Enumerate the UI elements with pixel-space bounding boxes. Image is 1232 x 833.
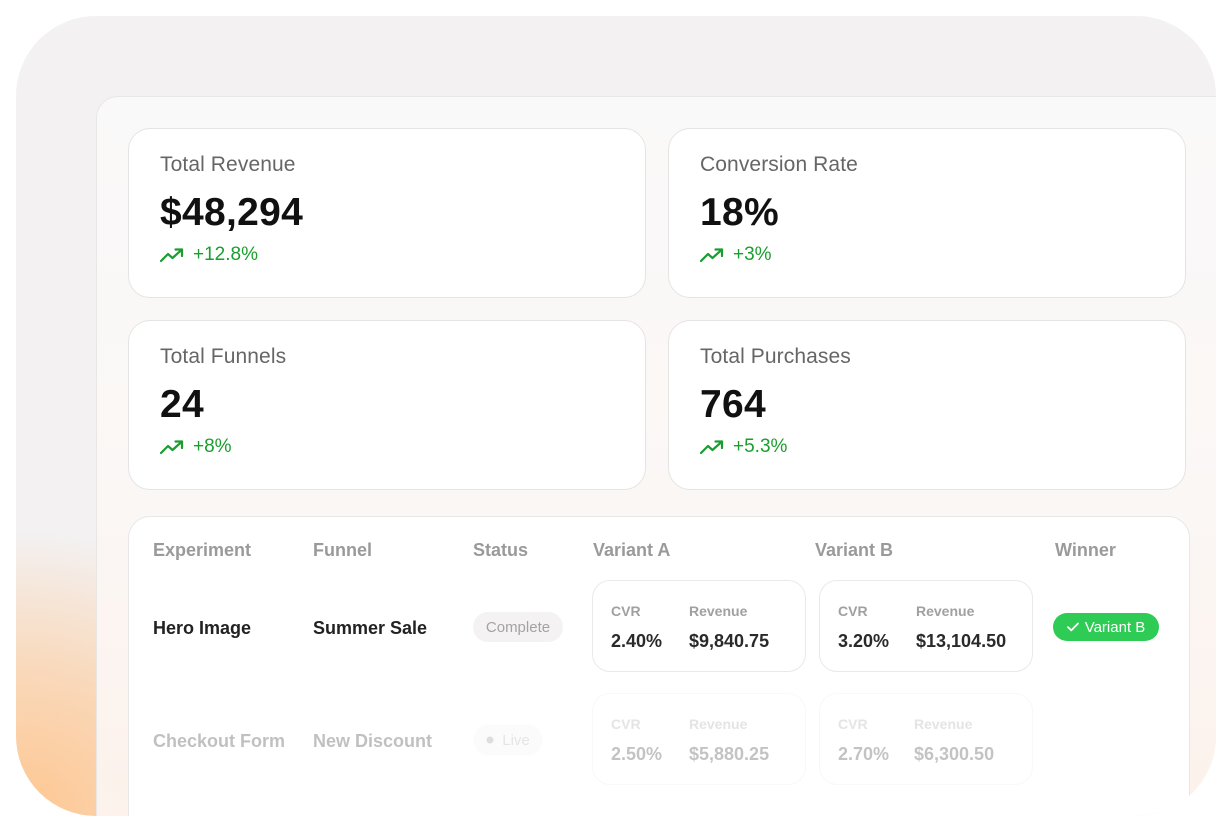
trending-up-icon	[160, 248, 184, 263]
experiment-name: Hero Image	[153, 618, 252, 638]
column-header-experiment[interactable]: Experiment	[153, 540, 252, 560]
stat-change-value: +3%	[733, 244, 772, 265]
stat-card-total-purchases: Total Purchases 764 +5.3%	[668, 320, 1186, 490]
column-header-winner[interactable]: Winner	[1055, 540, 1116, 560]
status-badge-label: Live	[502, 731, 530, 749]
column-header-variant-a[interactable]: Variant A	[593, 540, 671, 560]
revenue-label: Revenue	[689, 716, 748, 732]
stat-card-total-revenue: Total Revenue $48,294 +12.8%	[128, 128, 646, 298]
variant-b-metrics: CVR Revenue 2.70% $6,300.50	[819, 693, 1033, 785]
revenue-value: $6,300.50	[914, 744, 995, 764]
stat-label: Total Revenue	[160, 153, 296, 176]
revenue-label: Revenue	[689, 603, 748, 619]
experiments-table: Experiment Funnel Status Variant A Varia…	[128, 516, 1190, 816]
variant-a-metrics: CVR Revenue 2.50% $5,880.25	[592, 693, 806, 785]
stat-label: Total Purchases	[700, 345, 851, 368]
status-badge-label: Complete	[485, 618, 551, 636]
winner-badge: Variant B	[1053, 613, 1159, 641]
cvr-label: CVR	[611, 603, 641, 619]
revenue-label: Revenue	[914, 716, 973, 732]
column-header-status[interactable]: Status	[473, 540, 529, 560]
stat-label: Conversion Rate	[700, 153, 858, 176]
column-header-variant-b[interactable]: Variant B	[815, 540, 894, 560]
winner-label: Variant B	[1084, 618, 1146, 636]
check-icon	[1066, 622, 1079, 632]
cvr-label: CVR	[611, 716, 641, 732]
cvr-label: CVR	[838, 716, 868, 732]
revenue-value: $13,104.50	[916, 631, 1007, 651]
stat-value: $48,294	[160, 191, 304, 234]
stat-change: +5.3%	[700, 436, 1154, 458]
status-badge: Live	[473, 725, 543, 755]
variant-a-metrics: CVR Revenue 2.40% $9,840.75	[592, 580, 806, 672]
stat-change-value: +8%	[193, 436, 232, 457]
revenue-value: $5,880.25	[689, 744, 770, 764]
cvr-label: CVR	[838, 603, 868, 619]
stat-change: +8%	[160, 436, 614, 458]
stat-change: +3%	[700, 244, 1154, 266]
revenue-label: Revenue	[916, 603, 975, 619]
stat-change-value: +12.8%	[193, 244, 258, 265]
trending-up-icon	[160, 440, 184, 455]
stat-value: 18%	[700, 191, 779, 234]
stat-label: Total Funnels	[160, 345, 287, 368]
stat-value: 24	[160, 383, 204, 426]
status-badge: Complete	[473, 612, 563, 642]
column-header-funnel[interactable]: Funnel	[313, 540, 372, 560]
cvr-value: 2.40%	[611, 631, 663, 651]
stat-card-conversion-rate: Conversion Rate 18% +3%	[668, 128, 1186, 298]
stat-change: +12.8%	[160, 244, 614, 266]
trending-up-icon	[700, 440, 724, 455]
dashboard-frame: Total Revenue $48,294 +12.8% Conversion …	[16, 16, 1216, 816]
revenue-value: $9,840.75	[689, 631, 770, 651]
funnel-name: New Discount	[313, 731, 433, 751]
cvr-value: 2.70%	[838, 744, 890, 764]
cvr-value: 3.20%	[838, 631, 890, 651]
trending-up-icon	[700, 248, 724, 263]
stat-card-total-funnels: Total Funnels 24 +8%	[128, 320, 646, 490]
stat-value: 764	[700, 383, 766, 426]
status-dot-icon	[486, 736, 494, 744]
funnel-name: Summer Sale	[313, 618, 428, 638]
cvr-value: 2.50%	[611, 744, 663, 764]
stat-change-value: +5.3%	[733, 436, 788, 457]
experiment-name: Checkout Form	[153, 731, 286, 751]
variant-b-metrics: CVR Revenue 3.20% $13,104.50	[819, 580, 1033, 672]
